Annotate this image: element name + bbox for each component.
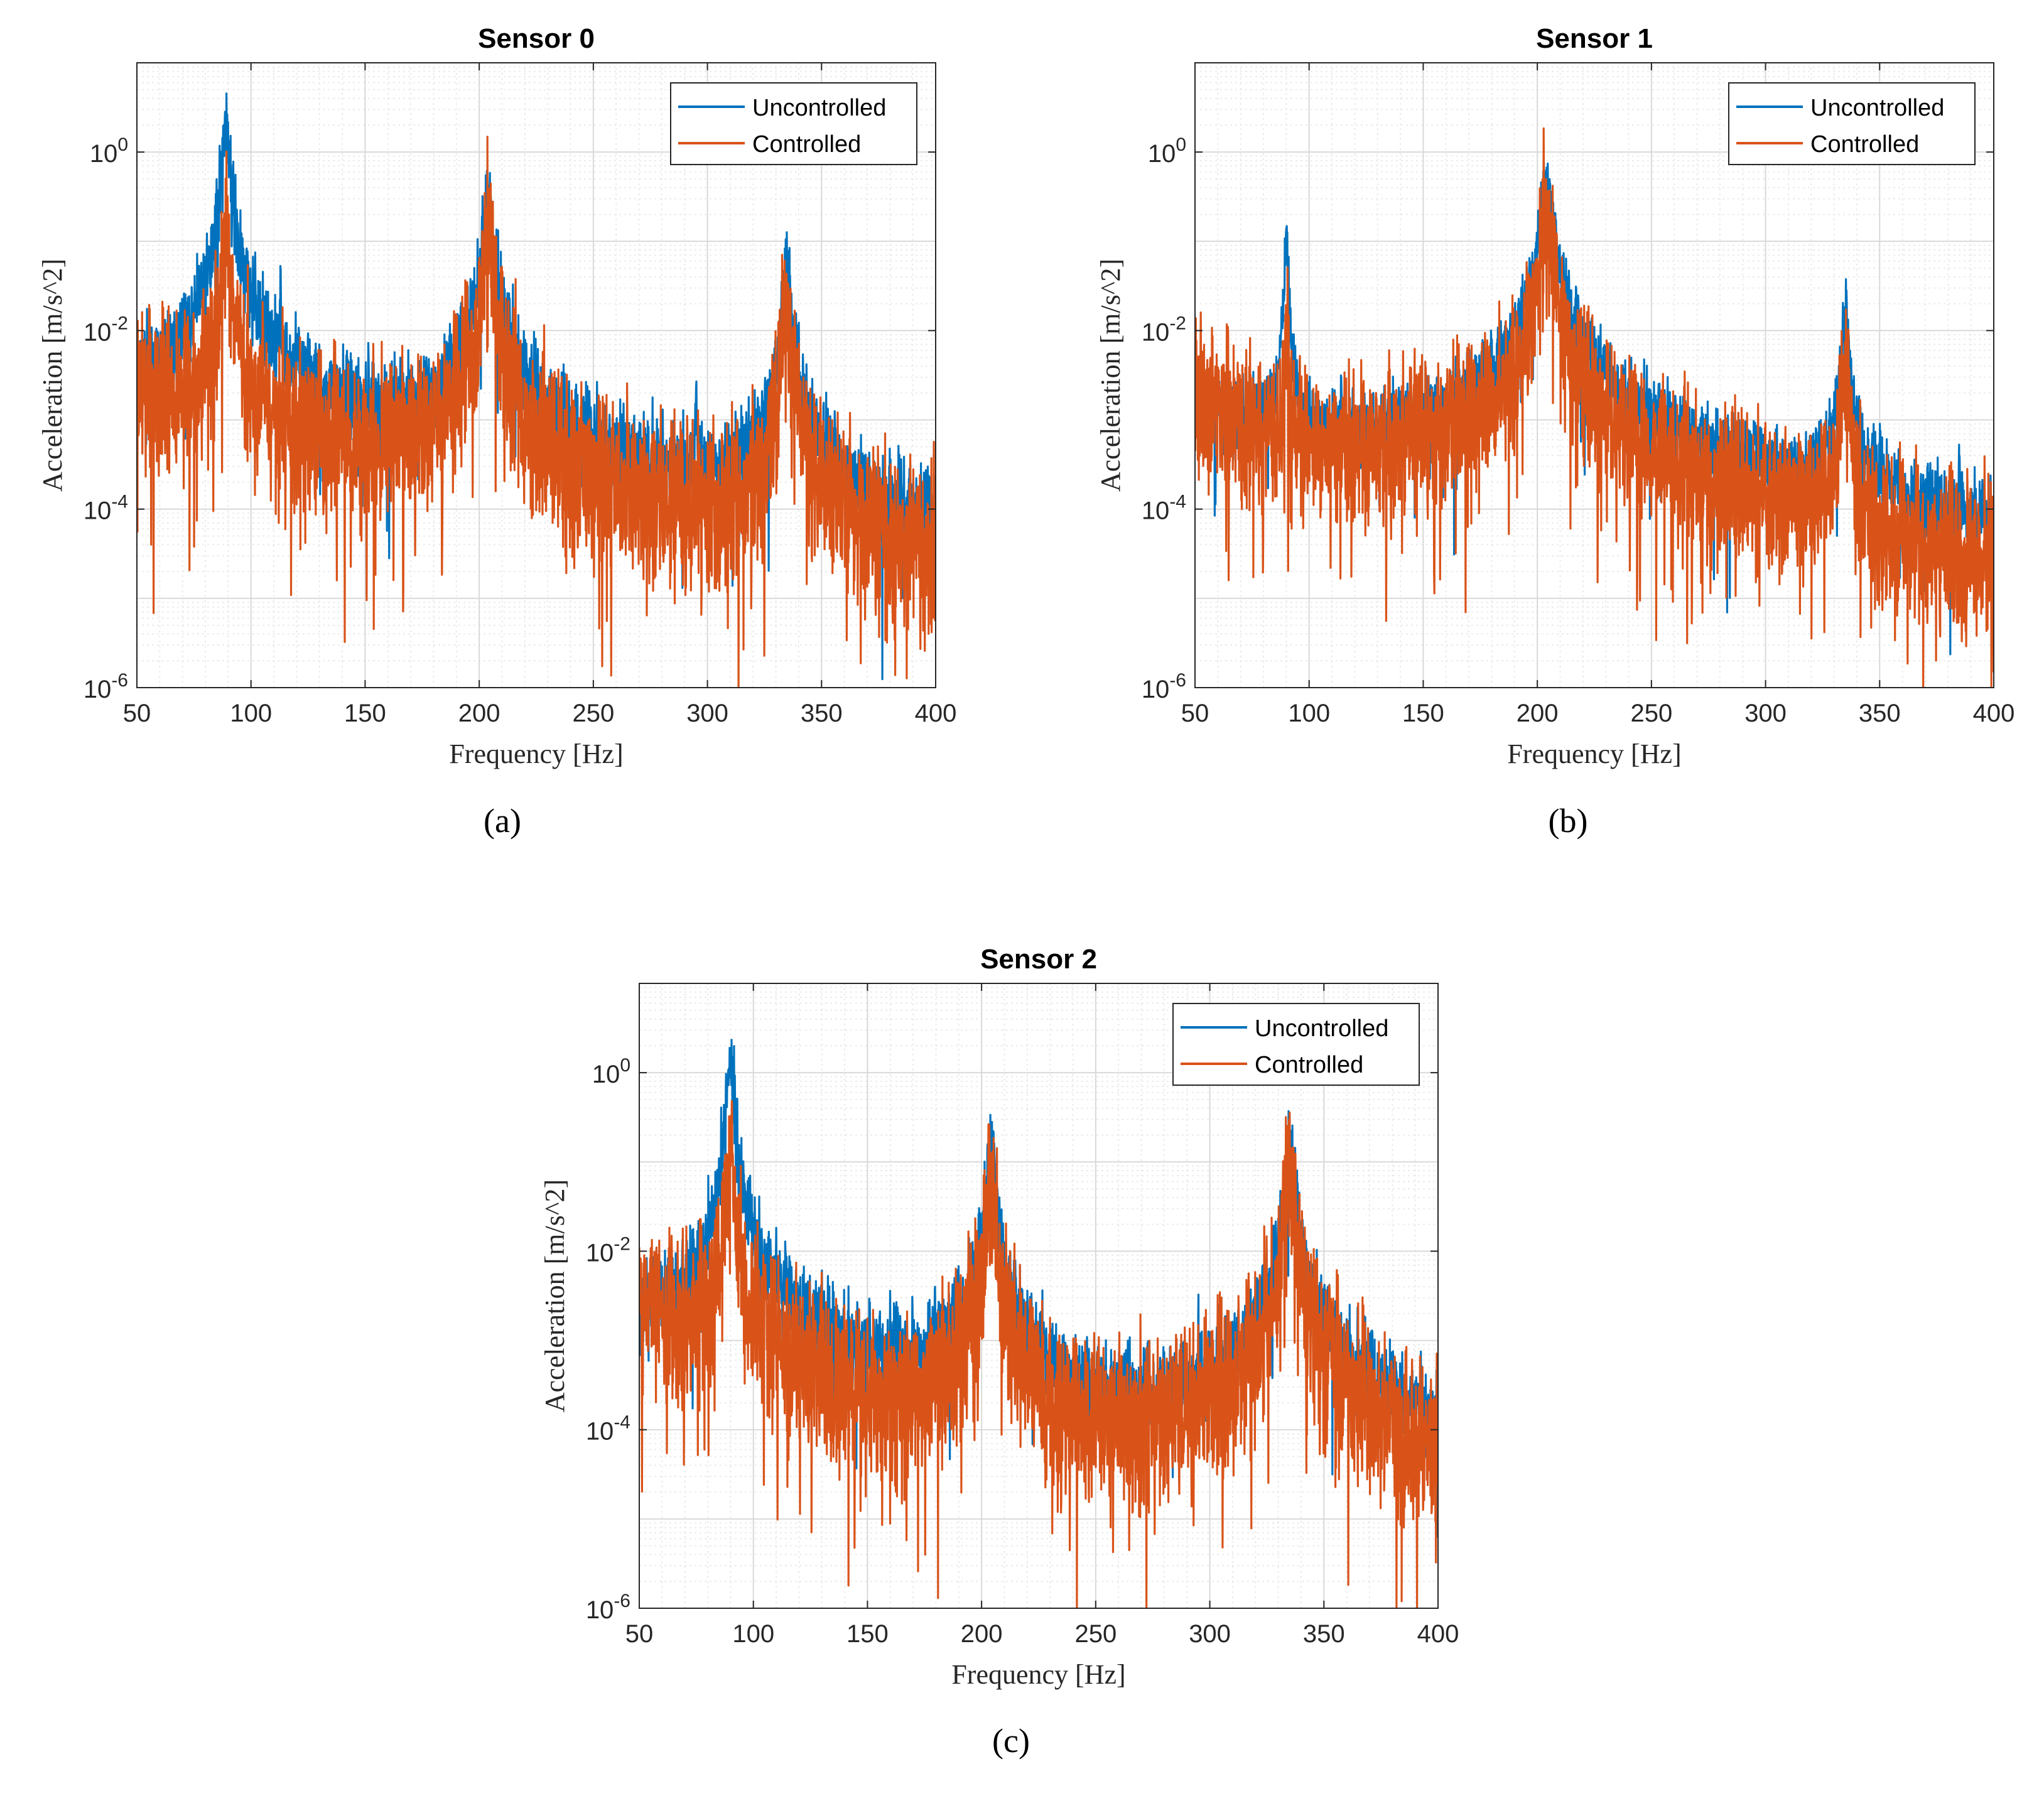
x-tick-label: 250 bbox=[572, 700, 614, 727]
series-line-controlled bbox=[137, 136, 936, 688]
x-tick-label: 150 bbox=[1402, 700, 1444, 727]
chart-panel-a: 50 100 150 200 250 300 350 400 10-6 10-4 10-2 100 Se… bbox=[37, 23, 956, 769]
y-axis-label: Acceleration [m/s^2] bbox=[1095, 259, 1126, 492]
x-tick-label: 100 bbox=[732, 1620, 774, 1648]
x-tick-label: 200 bbox=[458, 700, 500, 727]
y-tick-label: 10-6 bbox=[1142, 670, 1186, 703]
legend-label-uncontrolled: Uncontrolled bbox=[1255, 1015, 1388, 1042]
y-tick-label: 10-6 bbox=[84, 670, 128, 703]
legend-label-controlled: Controlled bbox=[1255, 1052, 1363, 1078]
legend-box bbox=[1172, 1003, 1420, 1086]
x-tick-label: 200 bbox=[961, 1620, 1003, 1648]
legend-label-uncontrolled: Uncontrolled bbox=[752, 95, 886, 121]
x-tick-label: 250 bbox=[1074, 1620, 1117, 1648]
legend-label-controlled: Controlled bbox=[1810, 131, 1919, 158]
series-group bbox=[137, 92, 936, 688]
series-line-controlled bbox=[1195, 127, 1994, 688]
x-tick-label: 350 bbox=[1303, 1620, 1345, 1648]
x-tick-label: 400 bbox=[1973, 700, 2015, 727]
y-tick-label: 10-4 bbox=[84, 492, 128, 525]
axes-box bbox=[136, 62, 936, 688]
chart-title: Sensor 2 bbox=[980, 944, 1097, 975]
x-tick-label: 150 bbox=[344, 700, 386, 727]
x-axis-label: Frequency [Hz] bbox=[449, 738, 623, 769]
y-tick-label: 10-6 bbox=[586, 1591, 630, 1624]
y-tick-label: 10-4 bbox=[1142, 492, 1186, 525]
legend-box bbox=[1728, 82, 1976, 165]
y-axis-label: Acceleration [m/s^2] bbox=[539, 1179, 570, 1412]
x-axis-label: Frequency [Hz] bbox=[951, 1659, 1125, 1690]
x-tick-label: 50 bbox=[625, 1620, 654, 1648]
y-tick-label: 10-4 bbox=[586, 1412, 630, 1446]
axes-box bbox=[639, 983, 1439, 1609]
legend: Uncontrolled Controlled bbox=[670, 82, 917, 165]
chart-title: Sensor 0 bbox=[478, 23, 595, 54]
series-group bbox=[639, 1039, 1438, 1608]
y-tick-label: 100 bbox=[1148, 134, 1186, 168]
legend: Uncontrolled Controlled bbox=[1728, 82, 1976, 165]
y-tick-label: 100 bbox=[90, 134, 128, 168]
y-tick-label: 10-2 bbox=[1142, 313, 1186, 346]
x-tick-label: 250 bbox=[1630, 700, 1672, 727]
x-tick-label: 50 bbox=[1181, 700, 1209, 727]
series-line-controlled bbox=[639, 1100, 1438, 1608]
legend-box bbox=[670, 82, 917, 165]
axes-box bbox=[1194, 62, 1994, 688]
y-axis-label: Acceleration [m/s^2] bbox=[37, 259, 68, 492]
legend: Uncontrolled Controlled bbox=[1172, 1003, 1420, 1086]
legend-label-uncontrolled: Uncontrolled bbox=[1810, 95, 1944, 121]
x-tick-label: 150 bbox=[846, 1620, 889, 1648]
x-tick-label: 350 bbox=[801, 700, 843, 727]
x-tick-label: 300 bbox=[1189, 1620, 1231, 1648]
x-tick-label: 200 bbox=[1517, 700, 1559, 727]
x-tick-label: 350 bbox=[1859, 700, 1901, 727]
chart-panel-c: 50 100 150 200 250 300 350 400 10-6 10-4 10-2 100 Se… bbox=[539, 944, 1459, 1690]
y-tick-label: 100 bbox=[592, 1055, 630, 1088]
x-tick-label: 400 bbox=[1417, 1620, 1459, 1648]
series-group bbox=[1195, 127, 1994, 688]
chart-panel-b: 50 100 150 200 250 300 350 400 10-6 10-4 10-2 100 Se… bbox=[1095, 23, 2014, 769]
legend-label-controlled: Controlled bbox=[752, 131, 861, 158]
x-tick-label: 300 bbox=[1744, 700, 1787, 727]
y-tick-label: 10-2 bbox=[84, 313, 128, 346]
x-tick-label: 50 bbox=[123, 700, 151, 727]
chart-title: Sensor 1 bbox=[1536, 23, 1653, 54]
x-tick-label: 100 bbox=[230, 700, 272, 727]
x-tick-label: 300 bbox=[686, 700, 728, 727]
x-tick-label: 100 bbox=[1288, 700, 1330, 727]
x-tick-label: 400 bbox=[915, 700, 957, 727]
panel-label: (a) bbox=[484, 802, 521, 840]
panel-label: (c) bbox=[992, 1722, 1030, 1760]
y-tick-label: 10-2 bbox=[586, 1233, 630, 1267]
x-axis-label: Frequency [Hz] bbox=[1507, 738, 1681, 769]
panel-label: (b) bbox=[1549, 802, 1588, 840]
